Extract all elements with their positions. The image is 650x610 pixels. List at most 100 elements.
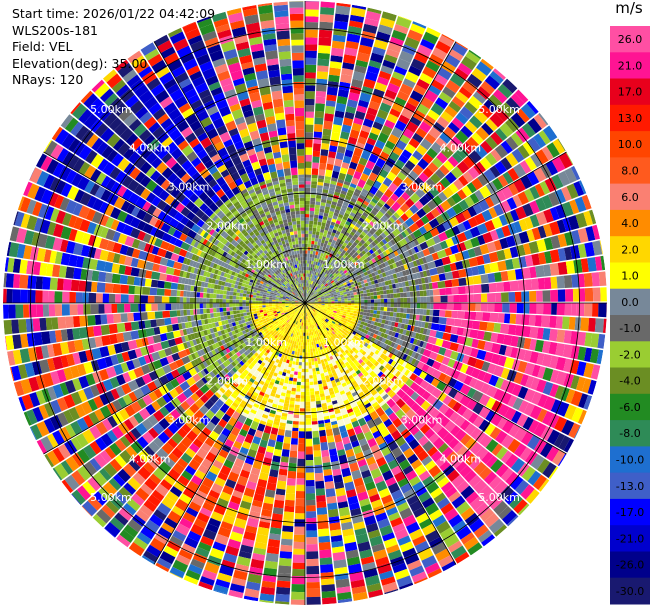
- velocity-gate: [317, 65, 329, 72]
- velocity-gate: [307, 305, 310, 309]
- velocity-gate: [464, 196, 475, 208]
- velocity-gate: [339, 210, 345, 216]
- velocity-gate: [412, 444, 424, 456]
- velocity-gate: [380, 268, 385, 274]
- velocity-gate: [369, 387, 376, 394]
- velocity-gate: [413, 84, 427, 96]
- velocity-gate: [351, 318, 356, 322]
- velocity-gate: [311, 277, 313, 281]
- velocity-gate: [313, 143, 321, 152]
- velocity-gate: [440, 200, 452, 212]
- velocity-gate: [394, 386, 401, 394]
- velocity-gate: [464, 337, 474, 347]
- velocity-gate: [479, 104, 493, 119]
- velocity-gate: [332, 229, 337, 234]
- velocity-gate: [478, 466, 492, 480]
- velocity-gate: [325, 247, 329, 252]
- velocity-gate: [403, 297, 408, 303]
- velocity-gate: [459, 394, 472, 407]
- velocity-gate: [407, 234, 414, 242]
- velocity-gate: [309, 296, 313, 299]
- velocity-gate: [292, 562, 305, 570]
- velocity-gate: [305, 204, 310, 208]
- velocity-gate: [308, 283, 310, 288]
- velocity-gate: [390, 307, 394, 312]
- velocity-gate: [310, 306, 314, 309]
- velocity-gate: [329, 348, 333, 353]
- velocity-gate: [307, 297, 310, 301]
- velocity-gate: [314, 287, 318, 291]
- velocity-gate: [318, 300, 322, 302]
- velocity-gate: [321, 590, 336, 599]
- velocity-gate: [330, 131, 341, 142]
- velocity-gate: [347, 303, 352, 306]
- velocity-gate: [388, 284, 393, 290]
- velocity-gate: [407, 256, 413, 263]
- velocity-gate: [318, 273, 322, 278]
- velocity-gate: [372, 121, 384, 131]
- velocity-gate: [402, 329, 407, 336]
- velocity-gate: [333, 116, 344, 126]
- velocity-gate: [544, 251, 552, 264]
- velocity-gate: [350, 275, 355, 279]
- velocity-gate: [377, 322, 382, 327]
- velocity-gate: [344, 300, 348, 303]
- velocity-gate: [379, 290, 384, 295]
- velocity-gate: [359, 348, 364, 354]
- velocity-gate: [409, 337, 415, 344]
- velocity-gate: [364, 299, 368, 303]
- velocity-gate: [412, 229, 423, 239]
- velocity-gate: [510, 335, 519, 347]
- velocity-gate: [421, 523, 437, 536]
- velocity-gate: [324, 240, 329, 245]
- velocity-gate: [412, 260, 418, 267]
- velocity-gate: [557, 170, 571, 187]
- velocity-gate: [436, 249, 447, 259]
- velocity-gate: [392, 273, 398, 279]
- velocity-gate: [389, 274, 394, 280]
- velocity-gate: [497, 403, 510, 417]
- velocity-gate: [314, 304, 319, 305]
- velocity-gate: [298, 365, 302, 369]
- velocity-gate: [399, 359, 405, 366]
- velocity-gate: [320, 308, 324, 310]
- velocity-gate: [419, 518, 433, 530]
- velocity-gate: [300, 391, 305, 396]
- velocity-gate: [315, 272, 319, 276]
- velocity-gate: [373, 416, 383, 426]
- velocity-gate: [379, 413, 389, 423]
- velocity-gate: [584, 287, 594, 302]
- velocity-gate: [437, 476, 450, 489]
- velocity-gate: [410, 58, 426, 71]
- velocity-gate: [319, 286, 323, 290]
- velocity-gate: [314, 361, 318, 365]
- velocity-gate: [318, 317, 322, 321]
- velocity-gate: [330, 309, 334, 312]
- velocity-gate: [337, 308, 341, 311]
- velocity-gate: [355, 185, 363, 192]
- velocity-gate: [341, 287, 346, 291]
- velocity-gate: [356, 388, 363, 394]
- velocity-gate: [466, 73, 483, 88]
- velocity-gate: [406, 371, 413, 378]
- velocity-gate: [477, 223, 488, 235]
- velocity-gate: [326, 335, 331, 339]
- velocity-gate: [331, 331, 336, 335]
- velocity-gate: [432, 399, 444, 410]
- velocity-gate: [441, 446, 454, 459]
- velocity-gate: [325, 291, 329, 294]
- velocity-gate: [277, 428, 285, 436]
- velocity-gate: [365, 112, 376, 122]
- velocity-gate: [359, 225, 365, 231]
- velocity-gate: [451, 117, 465, 130]
- velocity-gate: [299, 358, 303, 363]
- velocity-gate: [408, 356, 414, 364]
- velocity-gate: [333, 20, 348, 30]
- velocity-gate: [529, 290, 537, 302]
- velocity-gate: [349, 329, 354, 334]
- velocity-gate: [394, 65, 408, 76]
- velocity-gate: [430, 141, 443, 154]
- velocity-gate: [596, 349, 604, 365]
- velocity-gate: [380, 382, 387, 389]
- velocity-gate: [309, 307, 313, 310]
